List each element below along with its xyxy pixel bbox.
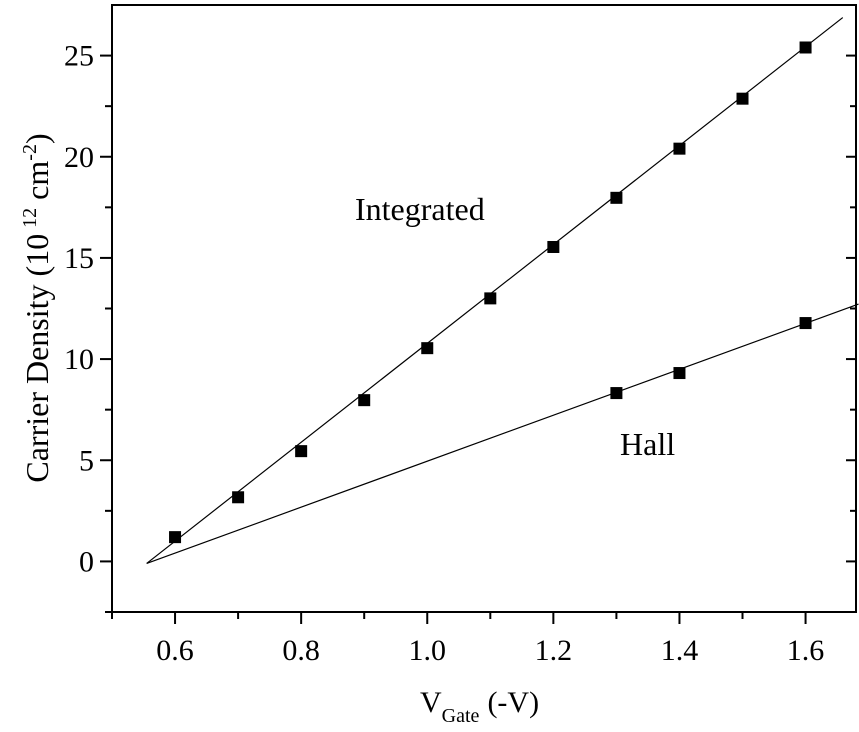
x-axis-label: VGate (-V) <box>420 686 539 727</box>
data-point <box>610 191 623 204</box>
fit-line <box>146 17 844 564</box>
data-point <box>358 394 371 407</box>
data-point <box>673 367 686 380</box>
y-label-main: Carrier Density (10 <box>19 234 55 483</box>
data-point <box>421 342 434 355</box>
annotation: Hall <box>620 426 675 462</box>
data-point <box>673 142 686 155</box>
data-point <box>799 41 812 54</box>
data-point <box>295 445 308 458</box>
x-tick-label: 1.6 <box>787 634 825 667</box>
x-tick-label: 0.6 <box>156 634 194 667</box>
x-label-sub: Gate <box>442 705 480 727</box>
y-label-close: ) <box>19 133 55 144</box>
y-tick-label: 10 <box>64 343 94 376</box>
data-point <box>169 531 182 544</box>
data-point <box>232 491 245 504</box>
y-label-exp: 12 <box>19 208 41 228</box>
y-tick-label: 0 <box>79 545 94 578</box>
annotation: Integrated <box>355 191 485 227</box>
fit-line <box>146 303 859 565</box>
data-point <box>610 387 623 400</box>
y-tick-label: 20 <box>64 141 94 174</box>
x-tick-label: 1.0 <box>409 634 447 667</box>
y-label-unit-exp: -2 <box>19 144 41 161</box>
data-point <box>484 292 497 305</box>
y-label-unit: cm <box>19 161 55 200</box>
y-tick-label: 5 <box>79 444 94 477</box>
y-axis-label: Carrier Density (10 12 cm-2) <box>19 133 55 482</box>
x-label-main: V <box>420 686 442 719</box>
x-tick-label: 0.8 <box>282 634 320 667</box>
data-point <box>547 240 560 253</box>
data-point <box>736 92 749 105</box>
y-tick-label: 25 <box>64 40 94 73</box>
x-tick-label: 1.2 <box>535 634 573 667</box>
x-label-rest: (-V) <box>487 686 539 719</box>
y-tick-label: 15 <box>64 242 94 275</box>
data-point <box>799 317 812 330</box>
x-tick-label: 1.4 <box>661 634 699 667</box>
